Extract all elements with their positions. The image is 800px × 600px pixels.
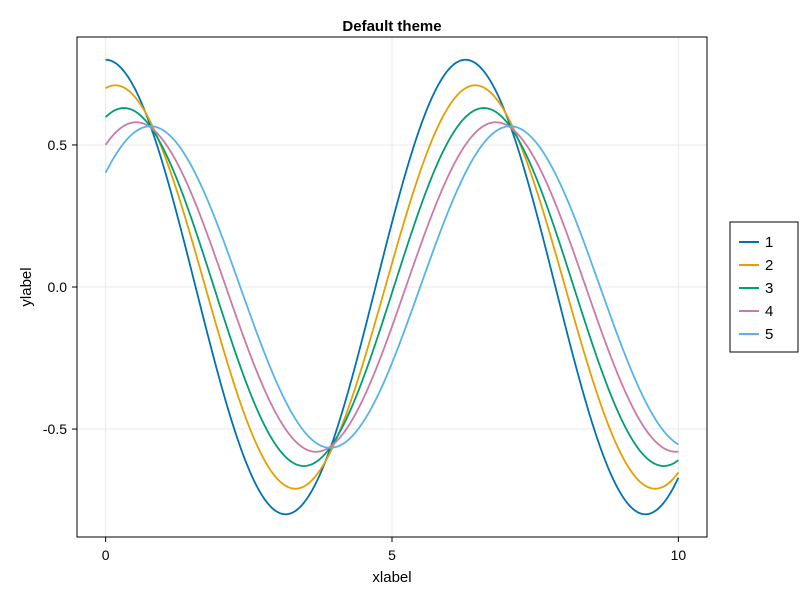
axis-ticks: 0 5 10 -0.5 0.0 0.5 (43, 137, 686, 563)
x-tick-label: 0 (102, 547, 110, 563)
y-tick-label: 0.0 (48, 279, 68, 295)
y-axis-label: ylabel (18, 267, 35, 306)
x-tick-label: 10 (671, 547, 687, 563)
legend: 1 2 3 4 5 (729, 221, 799, 353)
legend-label: 1 (765, 234, 773, 251)
legend-label: 2 (765, 257, 773, 274)
series-line-4 (104, 121, 679, 453)
series-line-2 (105, 84, 680, 490)
chart-title: Default theme (342, 18, 441, 35)
series-line-3 (105, 107, 679, 467)
legend-label: 4 (765, 303, 773, 320)
grid (77, 37, 707, 537)
x-tick-label: 5 (388, 547, 396, 563)
y-tick-label: -0.5 (43, 421, 67, 437)
series-line-5 (104, 125, 679, 449)
legend-label: 5 (765, 326, 773, 343)
x-axis-label: xlabel (372, 569, 411, 586)
y-tick-label: 0.5 (48, 137, 68, 153)
legend-label: 3 (765, 280, 773, 297)
series-line-1 (105, 58, 680, 516)
series-group (104, 58, 680, 516)
